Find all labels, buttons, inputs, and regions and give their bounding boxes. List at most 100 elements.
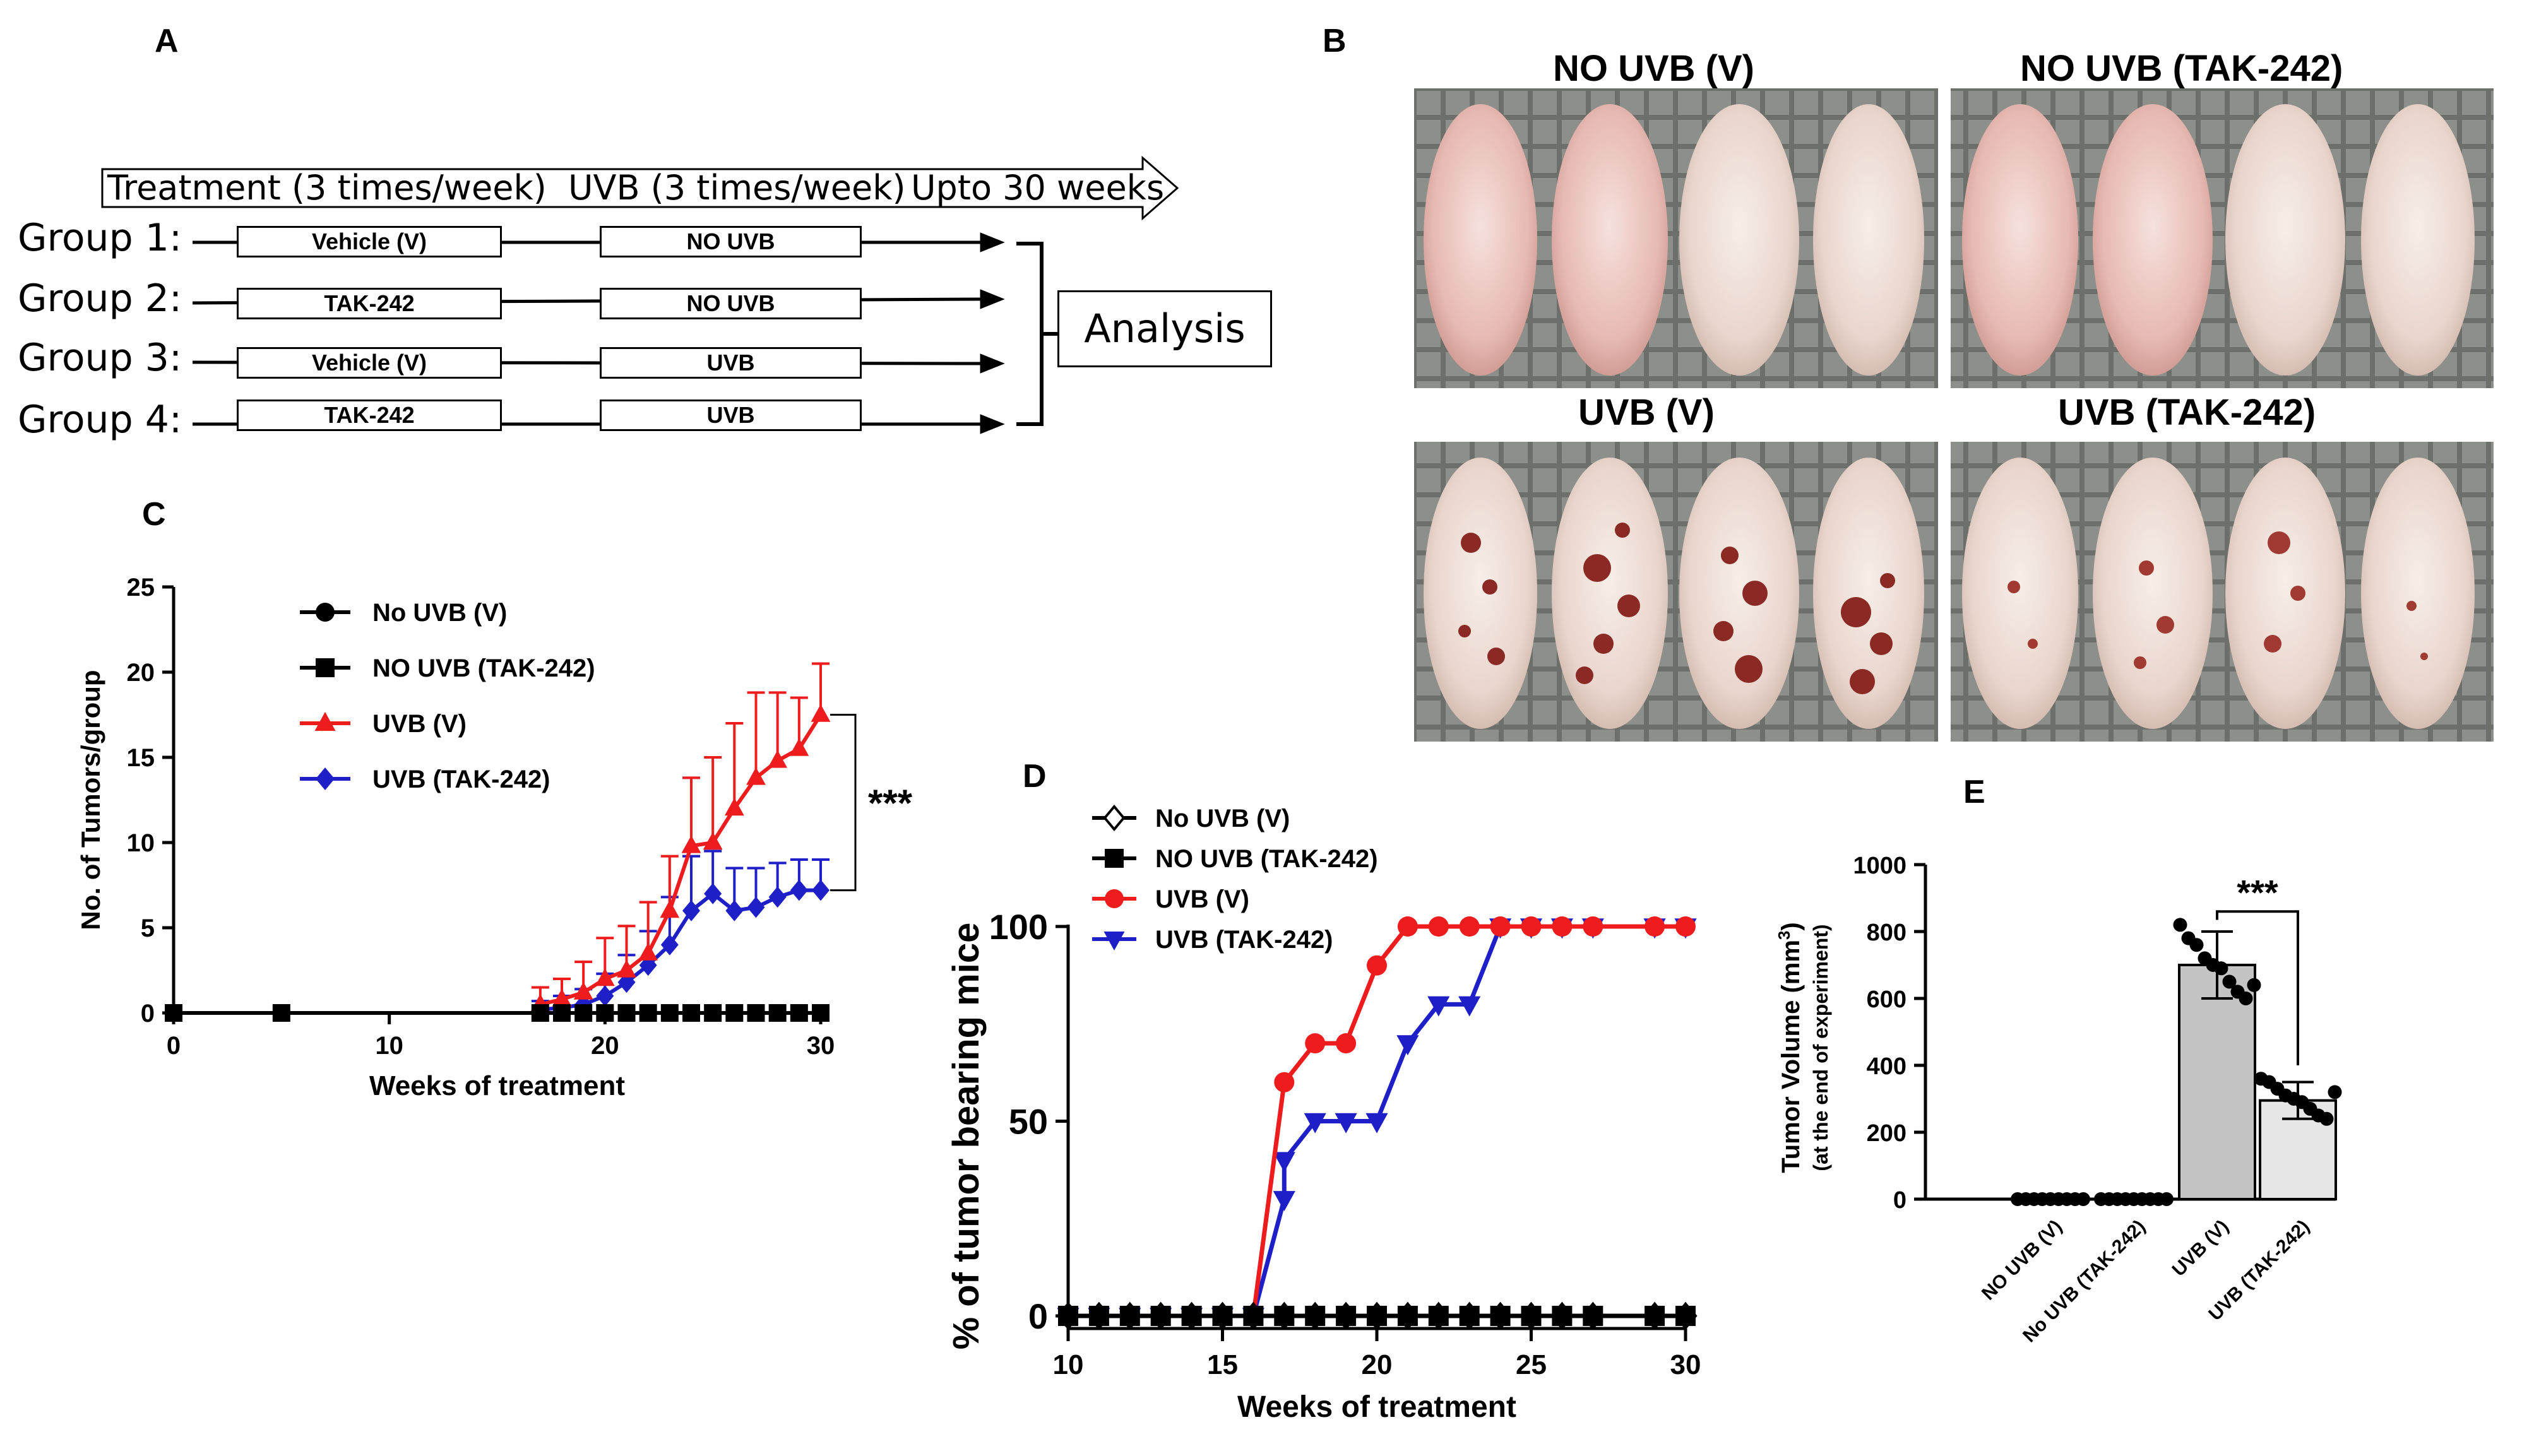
d-data-point [1304,1113,1326,1133]
timeline-uvb-label: UVB (3 times/week) [568,168,906,208]
e-data-point [2328,1085,2342,1099]
c-series-2 [530,662,831,1012]
c-legend-label: UVB (TAK-242) [372,766,550,793]
d-data-point [1490,916,1511,937]
group-3-treatment-box: Vehicle (V) [237,347,502,379]
e-category-label: NO UVB (V) [1978,1216,2066,1305]
c-legend-marker [316,603,335,622]
e-category-label: UVB (V) [2168,1216,2233,1281]
c-data-point [812,879,830,901]
e-data-point [2214,961,2228,976]
c-data-point [724,798,744,816]
c-data-point [681,835,701,853]
c-data-point [574,1004,593,1022]
d-data-point [1552,1306,1573,1326]
e-y-tick-label: 1000 [1853,853,1906,879]
d-legend-label: UVB (V) [1155,885,1249,913]
group-4-exposure-box: UVB [600,400,862,431]
d-data-point [1490,1306,1511,1326]
c-legend-label: No UVB (V) [372,599,507,627]
d-data-point [1335,1113,1357,1133]
d-x-tick-label: 15 [1207,1349,1238,1380]
c-data-point [165,1004,182,1022]
d-legend-marker [1103,804,1126,832]
d-data-point [1150,1306,1171,1326]
group-1-treatment-box: Vehicle (V) [237,226,502,257]
c-data-point [812,1004,830,1022]
c-data-point [272,1004,290,1022]
e-data-point [2189,938,2204,952]
e-data-point [2239,991,2253,1005]
photo-title-no-uvb-tak: NO UVB (TAK-242) [2020,48,2343,89]
c-data-point [573,981,593,1000]
chart-c: 0 5 10 15 20 25 0 10 20 30 Weeks of treatment No. o… [76,574,913,1101]
c-data-point [768,886,787,908]
c-data-point [747,1004,765,1022]
e-data-point [2247,978,2261,992]
d-data-point [1181,1306,1202,1326]
c-data-point [746,767,766,785]
d-data-point [1675,1306,1696,1326]
c-data-point [725,900,744,921]
photo-no-uvb-v [1414,88,1938,388]
d-series-1 [1058,1306,1696,1326]
c-data-point [768,750,788,768]
c-y-tick-label: 5 [141,914,155,942]
e-data-point [2222,974,2237,989]
d-data-point [1243,1306,1264,1326]
d-data-point [1521,916,1542,937]
c-x-tick-label: 20 [591,1032,619,1060]
c-data-point [596,1004,614,1022]
d-data-point [1552,916,1573,937]
d-data-point [1396,1035,1419,1056]
analysis-box: Analysis [1057,290,1272,367]
d-legend-marker [1103,932,1125,950]
d-data-point [1583,916,1603,937]
c-data-point [747,896,765,918]
c-data-point [704,883,722,904]
d-legend: No UVB (V) NO UVB (TAK-242) UVB (V) UVB (TA… [1092,804,1378,954]
d-x-axis-label: Weeks of treatment [1237,1390,1516,1424]
d-data-point [1273,1191,1295,1212]
c-x-tick-label: 10 [375,1032,403,1060]
group-2-treatment-box: TAK-242 [237,288,502,319]
d-data-point [1397,916,1418,937]
e-y-tick-label: 0 [1893,1187,1906,1214]
c-data-point [552,988,572,1007]
d-y-axis-label: % of tumor bearing mice [946,923,987,1350]
c-y-tick-label: 0 [141,1000,155,1027]
e-data-point [2160,1192,2174,1206]
chart-d: 0 50 100 10 15 20 25 30 Weeks of treatment % of t… [946,804,1701,1424]
c-data-point [660,1004,679,1022]
c-legend-marker [316,767,335,790]
group-4-treatment-box: TAK-242 [237,400,502,431]
e-significance-bracket [2216,910,2299,1065]
panel-letter-d: D [1023,758,1047,795]
group-2-label: Group 2: [18,276,182,321]
d-legend-marker [1105,849,1124,868]
panel-letter-b: B [1323,23,1347,59]
d-data-point [1458,996,1481,1017]
d-x-tick-label: 20 [1362,1349,1393,1380]
c-data-point [596,985,614,1007]
c-data-point [682,1004,700,1022]
mouse-photos [1414,88,2494,742]
c-data-point [617,959,636,978]
d-y-tick-label: 100 [989,907,1048,947]
group-1-exposure-box: NO UVB [600,226,862,257]
d-data-point [1459,1306,1480,1326]
timeline-treatment-label: Treatment (3 times/week) [107,168,547,208]
d-data-point [1459,916,1480,937]
e-data-point [2173,918,2187,932]
d-x-tick-label: 10 [1053,1349,1084,1380]
e-significance-label: *** [2237,873,2278,913]
c-significance-label: *** [868,782,913,824]
d-data-point [1119,1306,1140,1326]
e-data-point [2319,1111,2334,1126]
d-data-point [1583,1306,1603,1326]
c-data-point [789,738,809,756]
c-x-tick-label: 30 [807,1032,835,1060]
c-data-point [703,832,723,850]
c-data-point [595,968,615,986]
